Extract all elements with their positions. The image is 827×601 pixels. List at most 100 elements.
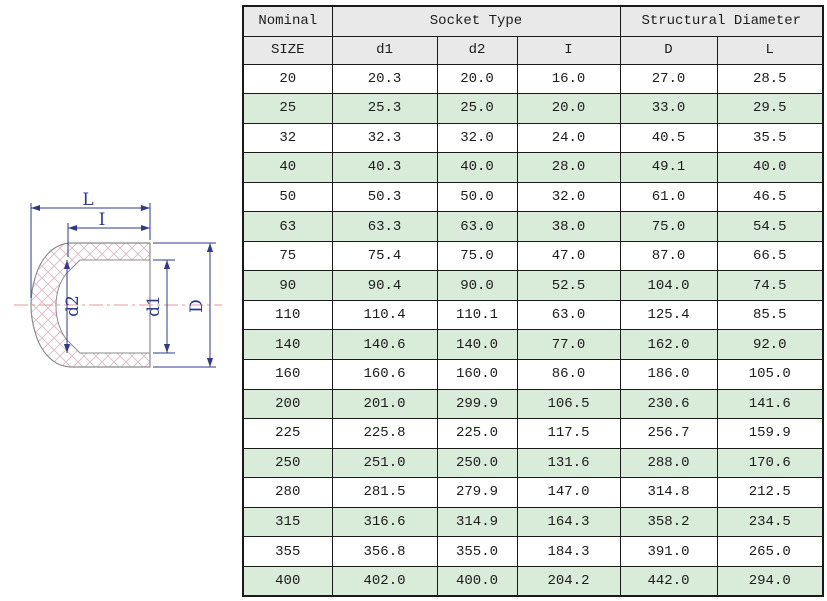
cell-d2: 25.0 <box>436 93 518 124</box>
cell-d2: 40.0 <box>436 152 518 183</box>
header-size: SIZE <box>242 35 333 65</box>
cell-d1: 251.0 <box>331 447 438 479</box>
cell-d2: 279.9 <box>436 477 518 508</box>
cell-d: 256.7 <box>619 418 718 449</box>
cell-i: 28.0 <box>516 152 621 183</box>
cell-d: 104.0 <box>619 270 718 301</box>
cell-d: 49.1 <box>619 152 718 183</box>
cell-d1: 140.6 <box>331 329 438 360</box>
cell-i: 63.0 <box>516 299 621 331</box>
cell-size: 355 <box>242 536 333 567</box>
cell-d1: 40.3 <box>331 152 438 183</box>
table-row: 160 160.6 160.0 86.0 186.0 105.0 <box>242 358 824 390</box>
header-d: D <box>619 35 718 65</box>
cell-i: 38.0 <box>516 211 621 242</box>
table-row: 20 20.3 20.0 16.0 27.0 28.5 <box>242 63 824 95</box>
cell-l: 85.5 <box>716 299 824 331</box>
header-structural-diameter: Structural Diameter <box>619 5 824 37</box>
cell-l: 265.0 <box>716 536 824 567</box>
dimension-lines <box>31 204 214 367</box>
table-row: 355 356.8 355.0 184.3 391.0 265.0 <box>242 536 824 567</box>
table-row: 90 90.4 90.0 52.5 104.0 74.5 <box>242 270 824 301</box>
cell-l: 234.5 <box>716 506 824 538</box>
cell-size: 20 <box>242 63 333 95</box>
cell-i: 131.6 <box>516 447 621 479</box>
cell-l: 74.5 <box>716 270 824 301</box>
cell-size: 315 <box>242 506 333 538</box>
table-row: 63 63.3 63.0 38.0 75.0 54.5 <box>242 211 824 242</box>
cell-l: 29.5 <box>716 93 824 124</box>
cell-d2: 225.0 <box>436 418 518 449</box>
table-row: 140 140.6 140.0 77.0 162.0 92.0 <box>242 329 824 360</box>
cell-size: 110 <box>242 299 333 331</box>
cell-i: 47.0 <box>516 240 621 272</box>
cap-outer-outline <box>30 242 151 368</box>
cell-d: 358.2 <box>619 506 718 538</box>
cell-l: 46.5 <box>716 181 824 213</box>
cell-d1: 402.0 <box>331 565 438 597</box>
cell-i: 164.3 <box>516 506 621 538</box>
cell-d2: 20.0 <box>436 63 518 95</box>
cell-d1: 75.4 <box>331 240 438 272</box>
cell-d1: 20.3 <box>331 63 438 95</box>
cell-d1: 316.6 <box>331 506 438 538</box>
table-row: 250 251.0 250.0 131.6 288.0 170.6 <box>242 447 824 479</box>
cell-size: 160 <box>242 358 333 390</box>
cell-d: 314.8 <box>619 477 718 508</box>
cell-d: 162.0 <box>619 329 718 360</box>
cell-i: 32.0 <box>516 181 621 213</box>
table-row: 280 281.5 279.9 147.0 314.8 212.5 <box>242 477 824 508</box>
table-row: 225 225.8 225.0 117.5 256.7 159.9 <box>242 418 824 449</box>
cell-l: 92.0 <box>716 329 824 360</box>
cell-d1: 160.6 <box>331 358 438 390</box>
cell-d: 230.6 <box>619 388 718 420</box>
cell-i: 77.0 <box>516 329 621 360</box>
cap-wall-hatch <box>31 243 150 367</box>
cell-l: 66.5 <box>716 240 824 272</box>
cell-d1: 201.0 <box>331 388 438 420</box>
cell-i: 86.0 <box>516 358 621 390</box>
cell-l: 40.0 <box>716 152 824 183</box>
table-row: 75 75.4 75.0 47.0 87.0 66.5 <box>242 240 824 272</box>
cell-d: 61.0 <box>619 181 718 213</box>
cell-d2: 299.9 <box>436 388 518 420</box>
cell-d: 75.0 <box>619 211 718 242</box>
cell-d: 33.0 <box>619 93 718 124</box>
table-row: 110 110.4 110.1 63.0 125.4 85.5 <box>242 299 824 331</box>
table-row: 50 50.3 50.0 32.0 61.0 46.5 <box>242 181 824 213</box>
cell-d2: 400.0 <box>436 565 518 597</box>
cell-i: 52.5 <box>516 270 621 301</box>
cell-size: 25 <box>242 93 333 124</box>
cell-d2: 90.0 <box>436 270 518 301</box>
table-row: 315 316.6 314.9 164.3 358.2 234.5 <box>242 506 824 538</box>
cell-l: 212.5 <box>716 477 824 508</box>
cell-d1: 281.5 <box>331 477 438 508</box>
cell-l: 35.5 <box>716 122 824 154</box>
cell-d: 442.0 <box>619 565 718 597</box>
cell-size: 225 <box>242 418 333 449</box>
cell-d1: 356.8 <box>331 536 438 567</box>
table-row: 25 25.3 25.0 20.0 33.0 29.5 <box>242 93 824 124</box>
cell-d2: 140.0 <box>436 329 518 360</box>
cell-d: 186.0 <box>619 358 718 390</box>
label-D: D <box>187 299 207 313</box>
cell-i: 204.2 <box>516 565 621 597</box>
cap-cross-section-diagram: L I d2 d1 D <box>14 190 222 368</box>
header-d2: d2 <box>436 35 518 65</box>
cell-size: 63 <box>242 211 333 242</box>
spec-table-body: 20 20.3 20.0 16.0 27.0 28.5 25 25.3 25.0 20.0 33.0… <box>242 63 824 597</box>
table-row: 400 402.0 400.0 204.2 442.0 294.0 <box>242 565 824 597</box>
cell-size: 250 <box>242 447 333 479</box>
cell-d2: 110.1 <box>436 299 518 331</box>
spec-table: Nominal Socket Type Structural Diameter … <box>242 5 825 597</box>
cell-size: 90 <box>242 270 333 301</box>
cell-l: 54.5 <box>716 211 824 242</box>
cell-size: 50 <box>242 181 333 213</box>
cell-l: 294.0 <box>716 565 824 597</box>
cell-d2: 250.0 <box>436 447 518 479</box>
cell-l: 141.6 <box>716 388 824 420</box>
cell-l: 159.9 <box>716 418 824 449</box>
label-d1: d1 <box>144 295 164 317</box>
cell-i: 184.3 <box>516 536 621 567</box>
cell-l: 105.0 <box>716 358 824 390</box>
